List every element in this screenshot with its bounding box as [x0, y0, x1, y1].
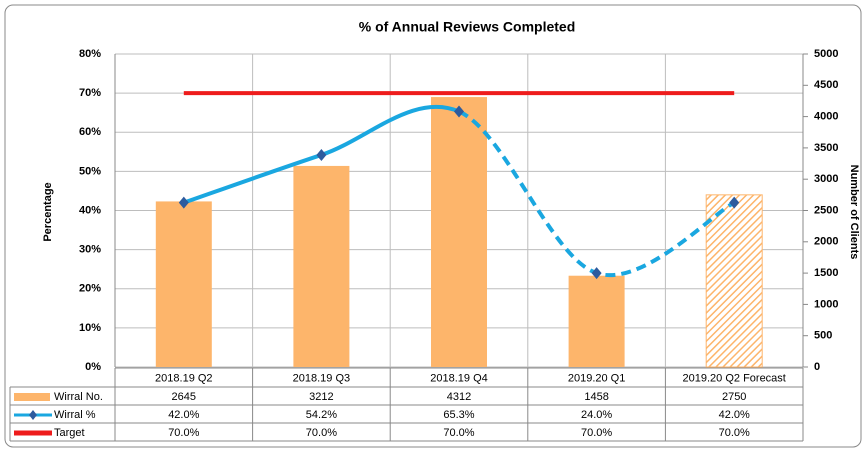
table-value: 4312: [447, 391, 471, 403]
legend-label: Wirral %: [54, 409, 96, 421]
x-tick-label: 2018.19 Q2: [155, 372, 213, 384]
y-tick-label: 20%: [79, 283, 101, 295]
y-tick-label: 0%: [85, 361, 101, 373]
bar: [293, 165, 350, 367]
y2-tick-label: 4500: [814, 79, 838, 91]
y2-axis-label: Number of Clients: [848, 165, 860, 260]
table-value: 42.0%: [719, 409, 750, 421]
y2-tick-label: 4000: [814, 111, 838, 123]
table-value: 70.0%: [168, 427, 199, 439]
legend-marker: [29, 410, 37, 420]
y2-tick-label: 2000: [814, 236, 838, 248]
y-axis-label: Percentage: [42, 182, 54, 241]
y2-tick-label: 3000: [814, 173, 838, 185]
marker: [316, 148, 327, 161]
table-value: 54.2%: [306, 409, 337, 421]
legend-label: Target: [54, 427, 85, 439]
y-tick-label: 60%: [79, 126, 101, 138]
x-tick-label: 2018.19 Q4: [430, 372, 488, 384]
legend-key: [14, 393, 50, 401]
table-value: 70.0%: [719, 427, 750, 439]
bar: [431, 97, 487, 368]
table-value: 42.0%: [168, 409, 199, 421]
table-value: 3212: [309, 391, 333, 403]
table-value: 24.0%: [581, 409, 612, 421]
y-tick-label: 30%: [79, 244, 101, 256]
y2-tick-label: 5000: [814, 48, 838, 60]
table-value: 70.0%: [443, 427, 474, 439]
x-tick-label: 2018.19 Q3: [293, 372, 351, 384]
y2-tick-label: 500: [814, 330, 832, 342]
y2-tick-label: 2500: [814, 204, 838, 216]
table-value: 70.0%: [581, 427, 612, 439]
marker: [454, 105, 464, 118]
y-tick-label: 80%: [79, 48, 101, 60]
y2-tick-label: 3500: [814, 142, 838, 154]
y-tick-label: 70%: [79, 87, 101, 99]
table-value: 1458: [584, 391, 608, 403]
y2-tick-label: 0: [814, 361, 820, 373]
y-tick-label: 50%: [79, 165, 101, 177]
table-value: 65.3%: [443, 409, 474, 421]
bar: [155, 201, 212, 367]
bar: [568, 275, 625, 367]
x-tick-label: 2019.20 Q2 Forecast: [683, 372, 786, 384]
marker: [178, 196, 189, 209]
x-tick-label: 2019.20 Q1: [568, 372, 626, 384]
table-value: 2645: [172, 391, 196, 403]
y2-tick-label: 1000: [814, 298, 838, 310]
y-tick-label: 40%: [79, 204, 101, 216]
legend-label: Wirral No.: [54, 391, 103, 403]
bar: [705, 194, 763, 368]
chart-title: % of Annual Reviews Completed: [359, 19, 576, 35]
table-value: 70.0%: [306, 427, 337, 439]
marker: [729, 196, 740, 209]
marker: [591, 267, 602, 280]
y2-tick-label: 1500: [814, 267, 838, 279]
y-tick-label: 10%: [79, 322, 101, 334]
table-value: 2750: [722, 391, 746, 403]
